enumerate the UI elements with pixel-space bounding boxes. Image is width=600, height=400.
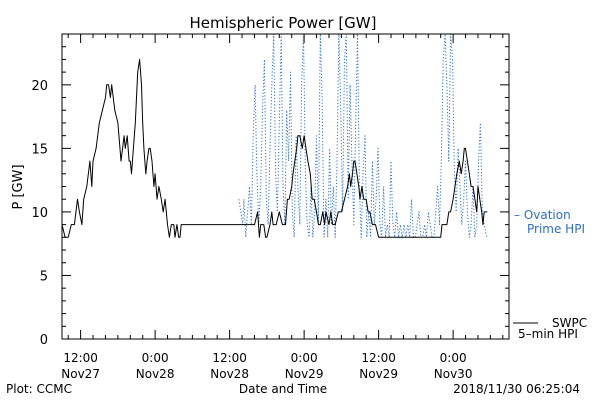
legend-ovation-line2: Prime HPI [527, 222, 585, 236]
y-tick-label: 20 [31, 79, 48, 94]
y-axis-label: P [GW] [11, 164, 26, 209]
x-tick-label-time: 12:00 [63, 351, 98, 365]
x-axis-label: Date and Time [239, 382, 327, 396]
x-tick-label-date: Nov29 [285, 367, 324, 381]
y-tick-label: 15 [31, 142, 48, 157]
axis-ticks: 0 5 10 15 20 12:00 Nov27 0:00 Nov28 12:00 Nov28 0:0… [31, 33, 509, 381]
legend-swpc-line2: 5–min HPI [518, 327, 578, 341]
x-tick-label-time: 12:00 [361, 351, 396, 365]
chart-title: Hemispheric Power [GW] [190, 14, 377, 32]
legend-swpc-line1: SWPC [552, 316, 587, 330]
x-tick-label-time: 0:00 [142, 351, 169, 365]
ovation-prime-line [238, 33, 488, 238]
x-tick-label-date: Nov27 [61, 367, 100, 381]
x-tick-label-time: 12:00 [212, 351, 247, 365]
series-layer [61, 33, 488, 238]
x-tick-label-time: 0:00 [291, 351, 318, 365]
y-tick-label: 5 [40, 269, 48, 284]
legend-ovation-line1: – Ovation [514, 208, 571, 222]
x-tick-label-date: Nov30 [434, 367, 473, 381]
footer-timestamp: 2018/11/30 06:25:04 [453, 382, 580, 396]
x-tick-label-time: 0:00 [440, 351, 467, 365]
y-tick-label: 10 [31, 206, 48, 221]
plot-frame [61, 33, 510, 340]
x-tick-label-date: Nov28 [136, 367, 175, 381]
footer-plot-credit: Plot: CCMC [6, 382, 72, 396]
swpc-hpi-line [61, 58, 488, 238]
x-tick-label-date: Nov28 [210, 367, 249, 381]
x-tick-label-date: Nov29 [359, 367, 398, 381]
y-tick-label: 0 [40, 333, 48, 348]
